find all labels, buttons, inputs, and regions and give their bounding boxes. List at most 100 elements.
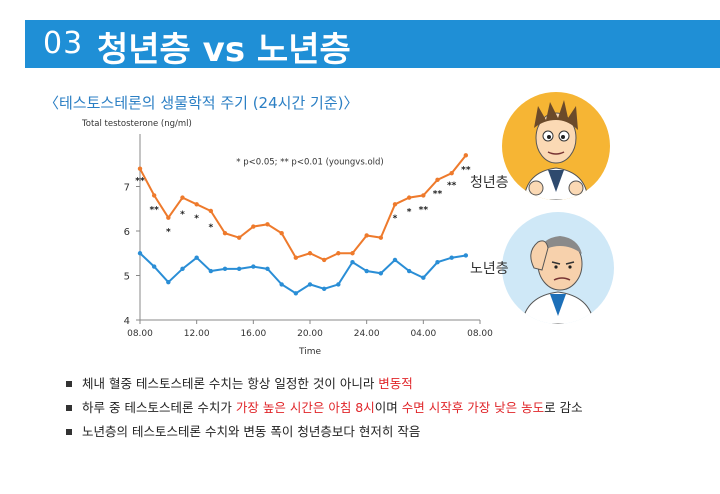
bullet-item: 하루 중 테스토스테론 수치가 가장 높은 시간은 아침 8시이며 수면 시작후… — [66, 396, 583, 420]
old-label: 노년층 — [470, 261, 509, 277]
data-point-0 — [307, 251, 313, 256]
y-axis-label: Total testosterone (ng/ml) — [81, 119, 192, 129]
x-tick-label: 04.00 — [410, 329, 436, 339]
significance-marker: ** — [461, 165, 471, 175]
section-header: 03 청년층 vs 노년층 — [25, 20, 720, 70]
section-number: 03 — [43, 26, 84, 61]
significance-marker: ** — [149, 205, 159, 215]
x-axis-label: Time — [298, 347, 321, 357]
young-man-avatar — [502, 92, 610, 200]
significance-marker: * — [407, 208, 412, 218]
data-point-1 — [293, 291, 299, 296]
data-point-0 — [180, 195, 185, 200]
data-point-1 — [151, 264, 157, 269]
data-point-1 — [336, 282, 341, 287]
significance-marker: ** — [419, 205, 429, 215]
bullet-text: 이며 — [374, 400, 402, 415]
significance-note: * p<0.05; ** p<0.01 (youngvs.old) — [236, 157, 383, 167]
section-title: 청년층 vs 노년층 — [97, 30, 351, 70]
old-man-avatar — [502, 212, 614, 324]
series-line-1 — [139, 252, 466, 295]
data-point-1 — [279, 282, 284, 287]
data-point-1 — [378, 271, 384, 276]
data-point-0 — [321, 257, 327, 263]
bullet-marker — [66, 429, 72, 435]
data-point-1 — [251, 264, 256, 269]
significance-marker: ** — [433, 190, 443, 200]
young-man-illustration — [523, 100, 589, 200]
data-point-0 — [378, 235, 384, 240]
data-point-0 — [293, 255, 299, 260]
significance-marker: * — [166, 228, 171, 238]
bullet-marker — [66, 381, 72, 387]
data-point-1 — [406, 268, 412, 274]
data-point-0 — [406, 195, 412, 200]
highlight-text: 가장 높은 시간은 아침 8시 — [235, 400, 375, 415]
data-point-0 — [166, 215, 171, 220]
data-point-0 — [137, 166, 143, 171]
highlight-text: 수면 시작후 가장 낮은 농도 — [401, 400, 545, 415]
bullet-marker — [66, 405, 72, 411]
data-point-1 — [435, 259, 440, 265]
x-tick-label: 12.00 — [184, 329, 210, 339]
data-point-0 — [421, 193, 426, 198]
data-point-0 — [265, 222, 270, 227]
significance-marker: * — [208, 223, 213, 233]
y-tick-label: 7 — [124, 183, 130, 194]
data-point-1 — [463, 253, 469, 258]
data-point-1 — [321, 286, 327, 292]
data-point-0 — [392, 202, 398, 207]
data-point-1 — [222, 266, 228, 272]
data-point-1 — [208, 268, 214, 274]
series-line-0 — [139, 154, 467, 262]
data-point-0 — [208, 208, 214, 214]
x-tick-label: 24.00 — [354, 329, 380, 339]
data-point-0 — [336, 251, 341, 256]
significance-marker: * — [180, 210, 185, 220]
data-point-1 — [180, 266, 185, 272]
y-tick-label: 5 — [124, 272, 130, 283]
significance-marker: ** — [135, 176, 145, 186]
bullet-text: 노년층의 테스토스테론 수치와 변동 폭이 청년층보다 현저히 작음 — [82, 424, 421, 439]
data-point-1 — [265, 266, 270, 272]
data-point-0 — [251, 224, 256, 229]
x-tick-label: 20.00 — [297, 329, 323, 339]
old-man-illustration — [521, 236, 595, 324]
significance-marker: ** — [447, 181, 457, 191]
data-point-0 — [279, 231, 284, 236]
bullet-item: 노년층의 테스토스테론 수치와 변동 폭이 청년층보다 현저히 작음 — [66, 420, 583, 444]
data-point-0 — [435, 177, 440, 183]
significance-marker: * — [393, 214, 398, 224]
data-point-0 — [151, 193, 157, 198]
x-tick-label: 16.00 — [240, 329, 266, 339]
data-point-1 — [137, 251, 143, 256]
data-point-1 — [194, 255, 199, 260]
data-point-0 — [236, 235, 242, 240]
data-point-1 — [236, 266, 242, 272]
data-point-0 — [364, 233, 369, 238]
y-tick-label: 6 — [124, 227, 130, 238]
data-point-0 — [194, 202, 199, 207]
x-tick-label: 08.00 — [127, 329, 153, 339]
chart-subtitle: 〈테스토스테론의 생물학적 주기 (24시간 기준)〉 — [44, 94, 359, 112]
bullet-text: 하루 중 테스토스테론 수치가 — [82, 400, 236, 415]
data-point-1 — [392, 257, 398, 263]
data-point-1 — [166, 279, 171, 285]
young-label: 청년층 — [470, 175, 509, 191]
testosterone-chart: Total testosterone (ng/ml) Time * p<0.05; … — [81, 119, 493, 357]
data-point-0 — [449, 170, 454, 176]
data-point-1 — [350, 259, 355, 265]
x-tick-label: 08.00 — [467, 329, 493, 339]
data-point-1 — [364, 268, 369, 274]
bullet-list: 체내 혈중 테스토스테론 수치는 항상 일정한 것이 아니라 변동적 하루 중 테… — [66, 372, 583, 444]
data-point-0 — [222, 231, 228, 236]
data-point-1 — [307, 282, 313, 287]
bullet-text: 로 감소 — [544, 400, 583, 415]
data-point-0 — [350, 251, 355, 256]
data-point-1 — [449, 255, 454, 260]
bullet-item: 체내 혈중 테스토스테론 수치는 항상 일정한 것이 아니라 변동적 — [66, 372, 583, 396]
bullet-text: 체내 혈중 테스토스테론 수치는 항상 일정한 것이 아니라 — [82, 376, 379, 391]
y-tick-label: 4 — [124, 316, 130, 327]
highlight-text: 변동적 — [378, 376, 413, 391]
data-point-0 — [463, 153, 469, 158]
